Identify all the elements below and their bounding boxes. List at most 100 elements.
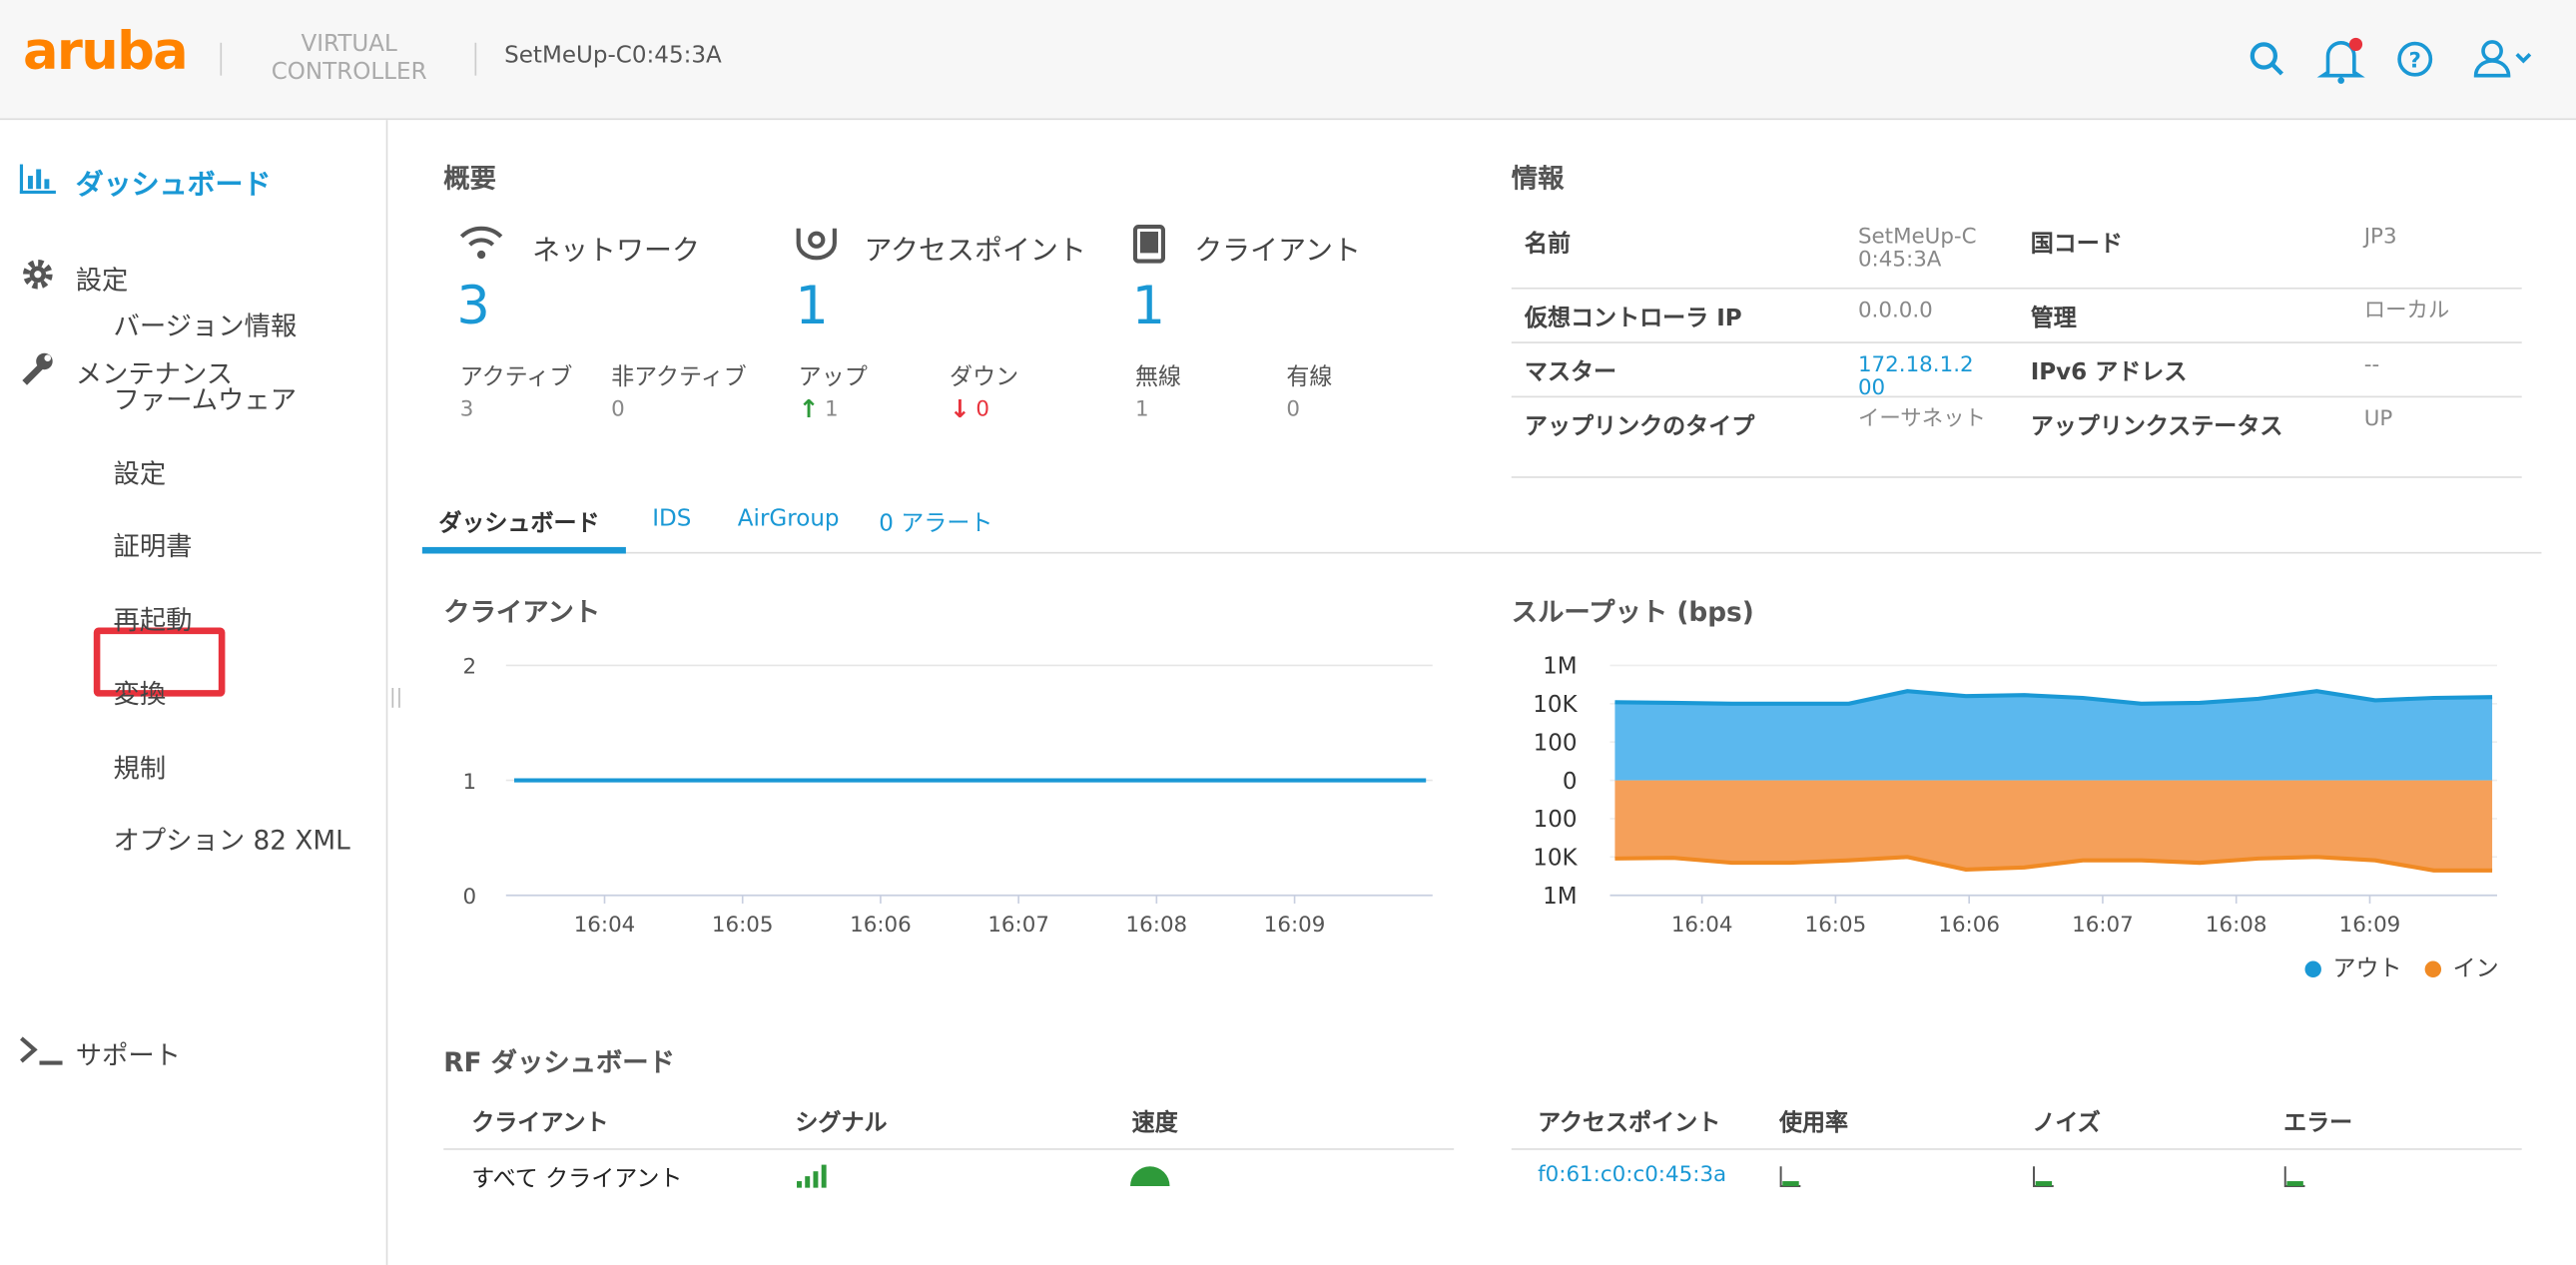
controller-name: SetMeUp-C0:45:3A [504,42,722,70]
stat-label: 無線 [1134,364,1182,391]
ap-link[interactable]: f0:61:c0:c0:45:3a [1538,1162,1727,1188]
legend-label: アウト [2332,955,2401,981]
bell-icon[interactable] [2316,37,2365,84]
info-label: IPv6 アドレス [2030,359,2188,386]
area-series [1614,691,2493,781]
row-line [1511,395,2522,398]
x-tick-label: 16:08 [2206,913,2267,938]
throughput-title: スループット (bps) [1511,596,1754,628]
y-tick-label: 0 [1563,769,1578,795]
x-tick-label: 16:04 [574,913,636,938]
card-value: 1 [795,274,829,337]
highlight-box [93,627,226,697]
nav-subitem[interactable]: バージョン情報 [113,310,298,342]
tab[interactable]: AirGroup [737,505,840,533]
help-icon[interactable]: ? [2397,41,2433,77]
stat-label: 有線 [1286,364,1333,391]
x-tick-label: 16:09 [1264,913,1326,938]
svg-text:?: ? [2409,48,2421,73]
arrow-icon: ↓ [950,393,970,424]
stat-label: アクティブ [459,364,573,391]
column-header: 速度 [1131,1110,1178,1137]
column-header: クライアント [471,1110,609,1137]
nav-subitem[interactable]: 変換 [113,678,167,710]
nav-subitem[interactable]: 設定 [113,458,167,490]
info-label: 仮想コントローラ IP [1524,306,1742,332]
header: aruba VIRTUAL CONTROLLER SetMeUp-C0:45:3A… [0,0,2576,121]
y-tick-label: 1M [1543,654,1578,680]
y-tick-label: 2 [463,655,477,680]
x-tick-label: 16:08 [1126,913,1188,938]
sidebar: ダッシュボード 設定 メンテナンス サポート [0,120,388,1265]
dashboard-icon [19,164,56,195]
y-tick-label: 0 [463,885,477,910]
mini-graph-icons [1779,1166,2305,1187]
legend-swatch [2304,960,2321,978]
tab-line [421,551,2542,554]
tab[interactable]: 0 アラート [879,510,993,538]
terminal-icon [20,1036,63,1065]
header-icons: ? [2250,37,2532,84]
overview-title: 概要 [443,162,496,195]
stat-label: 非アクティブ [611,364,747,391]
gear-icon [23,259,53,290]
y-tick-label: 1 [463,770,477,795]
nav-settings[interactable]: 設定 [75,264,129,297]
tab[interactable]: IDS [652,505,692,533]
divider [474,42,477,76]
info-value: SetMeUp-C0:45:3A [1857,225,1977,274]
arrow-icon: ↑ [798,393,820,424]
tab[interactable]: ダッシュボード [438,510,600,538]
product-line: VIRTUAL [301,31,397,58]
column-header: 使用率 [1778,1110,1849,1137]
column-header: ノイズ [2032,1110,2101,1137]
search-icon[interactable] [2250,42,2283,76]
nav-subitem[interactable]: オプション 82 XML [113,824,350,857]
user-icon[interactable] [2473,40,2532,78]
x-tick-label: 16:07 [987,913,1049,938]
y-tick-label: 100 [1534,730,1578,756]
x-tick-label: 16:06 [1938,913,2000,938]
legend-label: イン [2453,955,2499,981]
nav-dashboard[interactable]: ダッシュボード [75,169,272,203]
info-value: 0.0.0.0 [1857,299,1933,324]
nav-support[interactable]: サポート [75,1039,182,1071]
column-header: エラー [2283,1110,2353,1137]
ap-icon [796,228,837,261]
nav-subitem[interactable]: 証明書 [113,530,193,562]
row-line [1511,341,2522,343]
clients-title: クライアント [443,596,601,628]
table-line [1511,1148,2522,1150]
row-line [1511,476,2522,478]
product: VIRTUAL CONTROLLER [247,31,452,87]
row-line [1511,287,2522,290]
stat-value: 0 [975,397,989,422]
area-edge [1614,689,2493,706]
column-header: シグナル [795,1110,888,1137]
nav-subitem[interactable]: 規制 [113,752,167,784]
stat-value: 0 [611,397,625,422]
info-label: マスター [1524,359,1617,386]
table-line [443,1148,1455,1150]
info-value: UP [2363,407,2393,432]
wifi-icon [459,226,503,260]
nav-subitem[interactable]: ファームウェア [113,384,298,416]
nav-subitem[interactable]: 再起動 [113,604,193,636]
area-series [1614,780,2493,871]
tablet-icon [1132,225,1166,264]
info-label: アップリンクのタイプ [1524,413,1755,440]
charts: 0 1 2 16:04 16:05 16:06 16:07 16:08 16:09 1M 10K 10… [463,654,2499,982]
logo[interactable]: aruba [23,19,189,83]
nav-maintenance[interactable]: メンテナンス [75,357,234,389]
x-tick-label: 16:04 [1671,913,1733,938]
info-title: 情報 [1511,162,1565,195]
y-tick-label: 1M [1543,884,1578,910]
resize-handle[interactable]: || [388,685,403,709]
info-value: ローカル [2363,299,2450,324]
info-value: -- [2363,352,2380,378]
product-line: CONTROLLER [271,59,427,86]
info-label: アップリンクステータス [2030,413,2283,440]
info-value: JP3 [2363,225,2397,251]
stat-value: 1 [1134,397,1149,422]
